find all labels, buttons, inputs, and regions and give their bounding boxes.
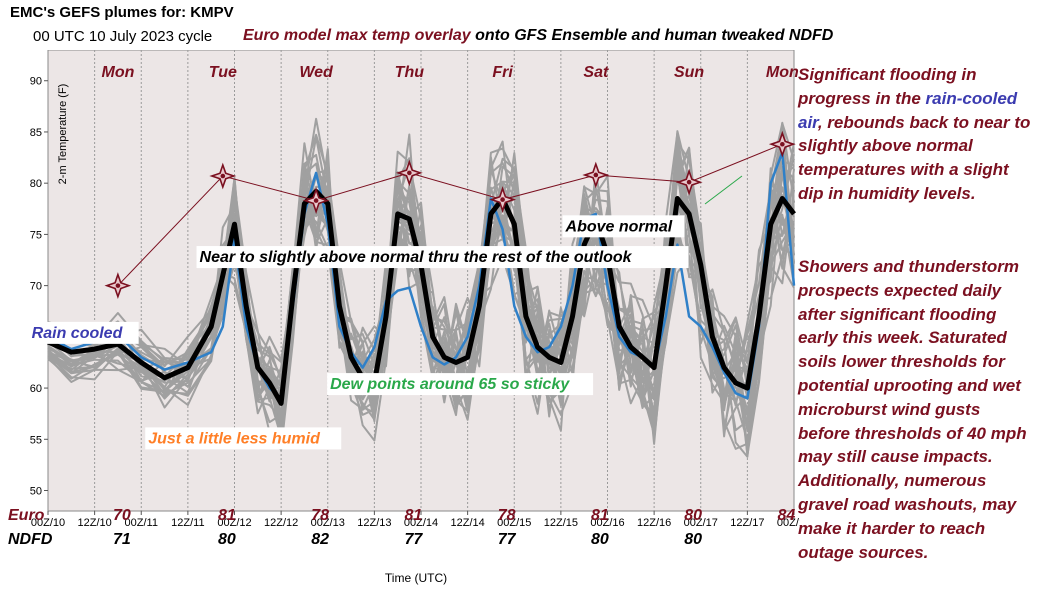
annotation-box bbox=[145, 427, 342, 450]
euro-max-value: 81 bbox=[404, 507, 422, 524]
annotation-label: Near to slightly above normal thru the r… bbox=[200, 249, 633, 266]
day-label: Fri bbox=[492, 64, 513, 81]
euro-max-marker-dot bbox=[686, 179, 692, 185]
annotations: Mon Tue Wed Thu Fri Sat Sun Mon Above normal Near… bbox=[28, 64, 799, 450]
euro-max-marker-dot bbox=[313, 198, 319, 203]
sidebar-paragraph-2: Showers and thunderstorm prospects expec… bbox=[798, 257, 1027, 562]
annotation-box bbox=[196, 246, 689, 269]
x-tick-label: 12Z/14 bbox=[451, 517, 485, 529]
day-label: Sun bbox=[674, 64, 704, 81]
ndfd-max-value: 80 bbox=[218, 531, 236, 548]
day-label: Tue bbox=[209, 64, 237, 81]
ndfd-max-value: 80 bbox=[684, 531, 702, 548]
chart-title: EMC's GEFS plumes for: KMPV bbox=[10, 4, 234, 21]
day-label: Wed bbox=[299, 64, 334, 81]
euro-max-marker-dot bbox=[593, 172, 599, 178]
euro-max-value: 81 bbox=[591, 507, 609, 524]
y-tick-label: 75 bbox=[30, 229, 42, 241]
y-tick-label: 60 bbox=[30, 383, 42, 395]
euro-max-marker-dot bbox=[220, 173, 226, 179]
ndfd-max-value: 77 bbox=[404, 531, 423, 548]
y-tick-label: 85 bbox=[30, 127, 42, 139]
x-tick-label: 00Z/12 bbox=[217, 517, 251, 529]
decorative-green-line bbox=[704, 175, 743, 205]
y-tick-label: 90 bbox=[30, 76, 42, 88]
y-tick-label: 55 bbox=[30, 434, 42, 446]
euro-max-value: 81 bbox=[218, 507, 236, 524]
y-tick-label: 50 bbox=[30, 486, 42, 498]
gfs-deterministic-line bbox=[47, 151, 796, 400]
model-cycle: 00 UTC 10 July 2023 cycle bbox=[33, 28, 213, 45]
sidebar-para1-a: Significant flooding in progress in the bbox=[798, 65, 977, 108]
euro-row-label: Euro bbox=[8, 507, 45, 524]
overlay-caption-black: onto GFS Ensemble and human tweaked NDFD bbox=[475, 27, 834, 44]
sidebar-para1-blue: rain-cooled air bbox=[798, 88, 1018, 132]
plume-chart: 50556065707580859000Z/1012Z/1000Z/1112Z/… bbox=[8, 50, 800, 585]
annotation-label: Rain cooled bbox=[32, 325, 124, 342]
annotation-label: Dew points around 65 so sticky bbox=[330, 376, 570, 393]
axes: 50556065707580859000Z/1012Z/1000Z/1112Z/… bbox=[30, 76, 800, 529]
day-label: Mon bbox=[102, 64, 135, 81]
euro-max-value: 70 bbox=[113, 507, 131, 524]
x-tick-label: 12Z/16 bbox=[637, 517, 671, 529]
x-tick-label: 12Z/17 bbox=[730, 517, 764, 529]
x-tick-label: 00Z/15 bbox=[497, 517, 531, 529]
x-tick-label: 00Z/10 bbox=[31, 517, 65, 529]
ndfd-max-value: 71 bbox=[113, 531, 131, 548]
day-label: Sat bbox=[583, 64, 609, 81]
ndfd-max-value: 80 bbox=[591, 531, 609, 548]
euro-max-marker-dot bbox=[115, 283, 121, 288]
annotation-label: Just a little less humid bbox=[148, 430, 321, 447]
x-tick-label: 00Z/14 bbox=[404, 517, 438, 529]
y-tick-label: 70 bbox=[30, 281, 42, 293]
euro-max-line bbox=[117, 143, 783, 286]
x-tick-label: 12Z/13 bbox=[357, 517, 391, 529]
euro-max-marker-dot bbox=[407, 170, 412, 176]
x-tick-label: 00Z/18 bbox=[777, 517, 800, 529]
ndfd-max-value: 82 bbox=[311, 531, 329, 548]
annotation-label: Above normal bbox=[565, 218, 673, 235]
y-tick-label: 80 bbox=[30, 178, 42, 190]
x-tick-label: 12Z/11 bbox=[171, 517, 204, 529]
x-tick-label: 00Z/16 bbox=[590, 517, 624, 529]
annotation-box bbox=[28, 321, 139, 344]
x-tick-label: 00Z/13 bbox=[311, 517, 345, 529]
ndfd-max-value: 77 bbox=[498, 531, 517, 548]
euro-max-marker-dot bbox=[780, 141, 785, 147]
max-temp-table: Euro NDFD 70 81 78 81 78 81 80 84 71 80 82 77 77 80 80 bbox=[8, 507, 795, 548]
ndfd-row-label: NDFD bbox=[8, 531, 53, 548]
euro-max-value: 80 bbox=[684, 507, 702, 524]
day-label: Thu bbox=[395, 64, 425, 81]
x-tick-label: 00Z/11 bbox=[125, 517, 158, 529]
annotation-box bbox=[327, 373, 594, 396]
euro-max-value: 78 bbox=[311, 507, 329, 524]
euro-max-value: 78 bbox=[498, 507, 516, 524]
sidebar-paragraph-1: Significant flooding in progress in the … bbox=[798, 63, 1034, 206]
x-tick-label: 12Z/12 bbox=[264, 517, 298, 529]
day-label: Mon bbox=[766, 64, 799, 81]
euro-max-marker-dot bbox=[500, 197, 505, 202]
x-tick-label: 12Z/15 bbox=[544, 517, 578, 529]
y-axis-label: 2-m Temperature (F) bbox=[57, 84, 69, 185]
sidebar-para1-b: , rebounds back to near to slightly abov… bbox=[798, 112, 1031, 203]
euro-max-value: 84 bbox=[777, 507, 795, 524]
x-tick-label: 12Z/10 bbox=[78, 517, 112, 529]
overlay-caption: Euro model max temp overlay onto GFS Ens… bbox=[243, 27, 833, 45]
x-tick-label: 00Z/17 bbox=[684, 517, 718, 529]
euro-markers bbox=[104, 130, 796, 300]
annotation-box bbox=[562, 215, 685, 238]
x-axis-label: Time (UTC) bbox=[385, 571, 447, 585]
overlay-caption-red: Euro model max temp overlay bbox=[243, 27, 471, 44]
